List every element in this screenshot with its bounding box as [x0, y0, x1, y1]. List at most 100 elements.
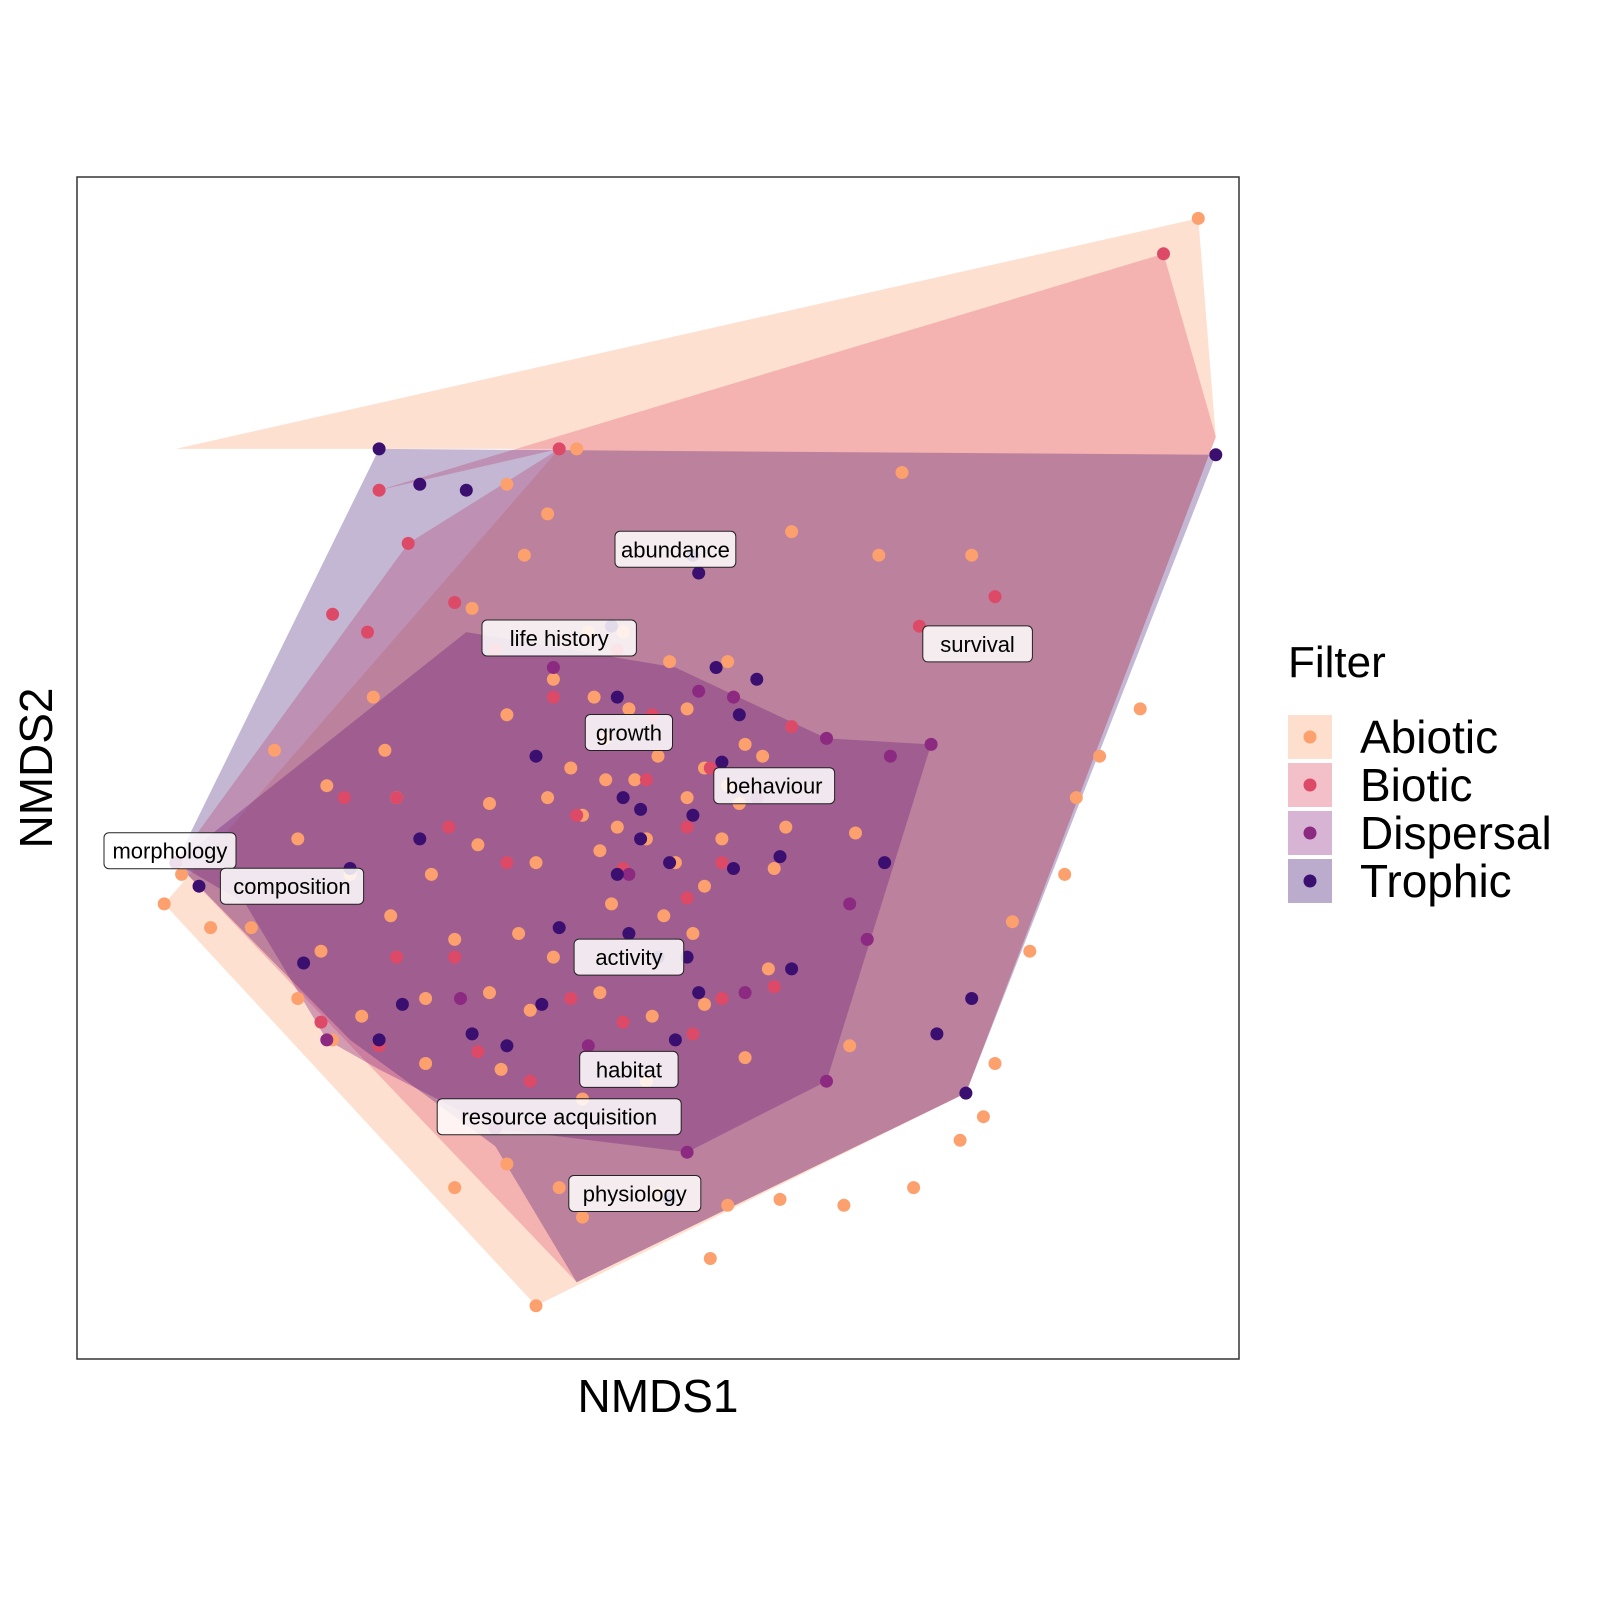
plot-panel-border: [76, 176, 1240, 1360]
label-box-behaviour: [713, 767, 836, 805]
point-trophic: [192, 879, 206, 893]
point-abiotic: [541, 507, 555, 521]
label-survival: survival: [922, 625, 1033, 663]
point-trophic: [610, 867, 624, 881]
point-abiotic: [907, 1181, 921, 1195]
point-biotic: [715, 856, 729, 870]
point-abiotic: [587, 690, 601, 704]
legend-entry-abiotic: Abiotic: [1288, 711, 1498, 763]
label-box-activity: [573, 938, 685, 976]
point-dispersal: [843, 897, 857, 911]
point-abiotic: [779, 820, 793, 834]
point-trophic: [413, 832, 427, 846]
point-abiotic: [314, 944, 328, 958]
point-abiotic: [483, 986, 496, 1000]
y-axis-title: NMDS2: [10, 687, 62, 848]
point-abiotic: [976, 1110, 990, 1124]
point-abiotic: [965, 548, 979, 562]
label-text-morphology: morphology: [112, 839, 227, 864]
point-abiotic: [785, 525, 799, 539]
point-abiotic: [1133, 702, 1147, 716]
point-biotic: [1157, 247, 1170, 261]
point-abiotic: [657, 909, 671, 923]
label-box-habitat: [579, 1050, 679, 1088]
point-biotic: [361, 625, 374, 639]
point-abiotic: [291, 832, 305, 846]
hull-biotic: [175, 253, 1216, 1283]
point-abiotic: [384, 909, 398, 923]
label-text-growth: growth: [596, 721, 662, 746]
point-trophic: [500, 1039, 514, 1053]
point-biotic: [552, 442, 566, 456]
point-dispersal: [738, 986, 752, 1000]
label-box-life-history: [481, 619, 637, 657]
point-dispersal: [680, 1145, 694, 1159]
point-abiotic: [366, 690, 380, 704]
label-box-morphology: [103, 832, 237, 870]
legend-label-abiotic: Abiotic: [1360, 711, 1498, 763]
point-abiotic: [1023, 944, 1037, 958]
point-biotic: [390, 950, 404, 964]
point-abiotic: [721, 655, 735, 669]
point-trophic: [372, 442, 386, 456]
point-trophic: [529, 749, 543, 763]
label-box-resource-acquisition: [436, 1098, 682, 1136]
point-dispersal: [622, 867, 636, 881]
point-abiotic: [494, 1062, 508, 1076]
point-abiotic: [738, 1051, 752, 1065]
point-trophic: [465, 1027, 479, 1041]
point-abiotic: [628, 773, 642, 787]
point-trophic: [622, 927, 636, 940]
label-text-habitat: habitat: [596, 1057, 662, 1082]
point-trophic: [965, 992, 979, 1005]
label-box-composition: [219, 867, 365, 905]
point-biotic: [390, 791, 404, 805]
point-biotic: [988, 590, 1002, 604]
point-dispersal: [320, 1033, 334, 1047]
point-abiotic: [378, 743, 392, 757]
label-behaviour: behaviour: [713, 767, 836, 805]
point-abiotic: [756, 749, 770, 763]
point-biotic: [767, 980, 781, 994]
point-abiotic: [512, 927, 526, 940]
point-dispersal: [820, 1074, 833, 1088]
point-trophic: [709, 661, 723, 674]
point-biotic: [570, 808, 584, 822]
point-abiotic: [517, 548, 531, 562]
point-abiotic: [448, 932, 462, 946]
point-abiotic: [1005, 915, 1019, 929]
point-abiotic: [680, 791, 694, 805]
point-trophic: [616, 791, 630, 805]
legend-label-biotic: Biotic: [1360, 759, 1472, 811]
point-biotic: [372, 483, 386, 497]
point-biotic: [686, 1027, 700, 1041]
point-abiotic: [1191, 211, 1205, 225]
point-abiotic: [599, 773, 613, 787]
point-biotic: [448, 596, 462, 609]
legend-dot-dispersal: [1303, 826, 1317, 840]
point-biotic: [337, 791, 351, 805]
label-life-history: life history: [481, 619, 637, 657]
label-layer: abundance life history survival growth behav…: [103, 530, 1033, 1212]
point-trophic: [692, 986, 706, 1000]
point-trophic: [668, 1033, 682, 1047]
label-text-composition: composition: [233, 874, 350, 899]
point-trophic: [732, 708, 746, 722]
point-abiotic: [1058, 867, 1072, 881]
point-abiotic: [448, 1181, 462, 1195]
point-abiotic: [541, 791, 555, 805]
point-abiotic: [1093, 749, 1107, 763]
point-abiotic: [546, 950, 560, 964]
point-dispersal: [581, 1039, 595, 1053]
point-trophic: [959, 1086, 973, 1100]
point-trophic: [785, 962, 799, 976]
point-abiotic: [610, 820, 624, 834]
point-abiotic: [529, 856, 543, 870]
label-growth: growth: [584, 714, 673, 751]
point-abiotic: [593, 986, 607, 1000]
label-text-life-history: life history: [510, 626, 609, 651]
point-trophic: [1209, 448, 1223, 462]
point-abiotic: [872, 548, 886, 562]
legend-entry-trophic: Trophic: [1288, 855, 1512, 907]
point-abiotic: [953, 1133, 967, 1147]
